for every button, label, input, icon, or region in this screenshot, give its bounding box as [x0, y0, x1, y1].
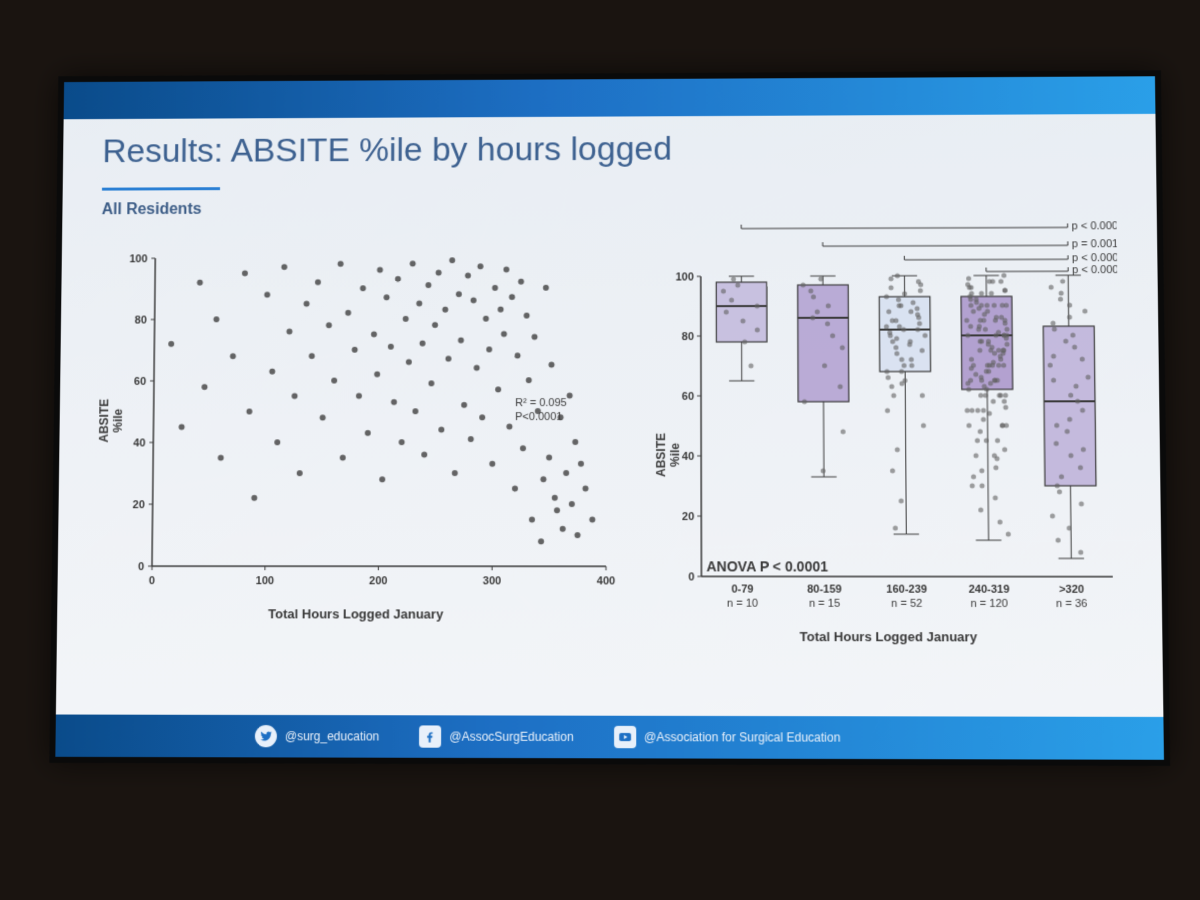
svg-text:0: 0 — [138, 561, 144, 573]
social-f: @AssocSurgEducation — [419, 725, 573, 748]
slide-title: Results: ABSITE %ile by hours logged — [102, 130, 672, 171]
box-ylabel: ABSITE %ile — [654, 415, 682, 495]
svg-text:80: 80 — [682, 331, 694, 343]
svg-text:160-239: 160-239 — [886, 584, 927, 596]
svg-text:60: 60 — [682, 391, 694, 403]
svg-text:0: 0 — [149, 575, 155, 587]
svg-text:40: 40 — [682, 451, 694, 463]
svg-text:p = 0.0015: p = 0.0015 — [1072, 238, 1122, 250]
slide: Results: ABSITE %ile by hours logged All… — [49, 70, 1170, 766]
svg-text:n = 36: n = 36 — [1056, 598, 1087, 610]
svg-text:400: 400 — [597, 575, 615, 587]
box-xlabel: Total Hours Logged January — [656, 629, 1121, 645]
header-bar — [64, 76, 1156, 119]
svg-text:100: 100 — [129, 253, 147, 265]
svg-text:300: 300 — [483, 575, 501, 587]
svg-text:n = 10: n = 10 — [727, 598, 758, 610]
scatter-r2-annotation: R² = 0.095P<0.0001 — [515, 396, 567, 425]
svg-text:80-159: 80-159 — [807, 583, 842, 595]
scatter-ylabel: ABSITE %ile — [97, 381, 126, 460]
anova-label: ANOVA P < 0.0001 — [706, 558, 828, 574]
svg-text:n = 15: n = 15 — [809, 598, 840, 610]
play-icon — [614, 726, 636, 748]
accent-line — [102, 187, 220, 190]
social-bird: @surg_education — [255, 725, 379, 748]
svg-text:0: 0 — [688, 571, 694, 583]
f-icon — [419, 725, 441, 747]
svg-text:n = 120: n = 120 — [970, 598, 1008, 610]
svg-text:80: 80 — [135, 315, 147, 327]
p-line: P<0.0001 — [515, 410, 567, 424]
svg-text:0-79: 0-79 — [731, 583, 753, 595]
scatter-chart: ABSITE %ile 0 20 40 60 80 100 0 100 200 300 400 To… — [96, 247, 616, 647]
svg-text:240-319: 240-319 — [969, 584, 1010, 596]
svg-text:p < 0.0001: p < 0.0001 — [1072, 264, 1121, 276]
bird-icon — [255, 725, 277, 747]
footer-bar: @surg_education @AssocSurgEducation @Ass… — [55, 715, 1164, 760]
svg-text:n = 52: n = 52 — [891, 598, 922, 610]
svg-text:200: 200 — [369, 575, 387, 587]
svg-text:p < 0.0001: p < 0.0001 — [1072, 252, 1122, 264]
social-play-handle: @Association for Surgical Education — [644, 730, 840, 745]
svg-text:100: 100 — [675, 271, 693, 283]
svg-text:>320: >320 — [1059, 584, 1084, 596]
r2-line: R² = 0.095 — [515, 396, 567, 410]
social-play: @Association for Surgical Education — [614, 726, 841, 749]
svg-text:p < 0.0001: p < 0.0001 — [1072, 220, 1122, 232]
svg-text:20: 20 — [682, 511, 694, 523]
svg-text:100: 100 — [256, 575, 274, 587]
svg-text:20: 20 — [133, 499, 145, 511]
slide-subtitle: All Residents — [102, 201, 202, 219]
svg-text:60: 60 — [134, 376, 146, 388]
svg-text:40: 40 — [133, 437, 145, 449]
scatter-plot-area: 0 20 40 60 80 100 0 100 200 300 400 — [97, 247, 616, 607]
social-bird-handle: @surg_education — [285, 729, 379, 743]
boxplot-chart: ABSITE %ile 0 20 40 60 80 100 0-79 n = 10 80-159… — [656, 195, 1122, 657]
scatter-xlabel: Total Hours Logged January — [97, 606, 616, 622]
social-f-handle: @AssocSurgEducation — [449, 730, 573, 744]
